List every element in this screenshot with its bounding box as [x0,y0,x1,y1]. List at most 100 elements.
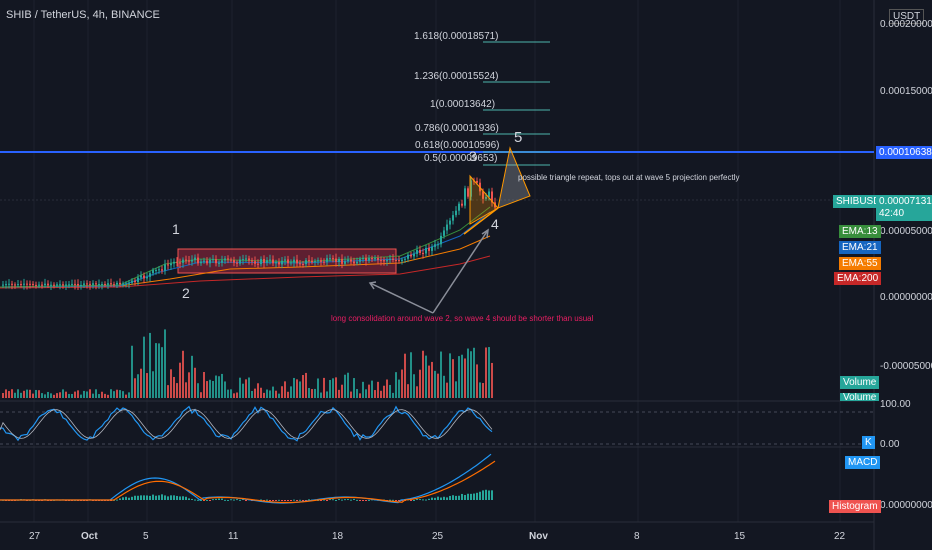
macd-hist-bar [299,499,301,501]
candle-body [395,259,397,261]
ema13-line [0,206,491,288]
macd-hist-bar [413,499,415,501]
candle-body [305,260,307,265]
volume-bar [194,367,196,398]
fib-label-1236: 1.236(0.00015524) [414,71,499,82]
volume-bar [101,391,103,398]
date-label-9: 22 [834,531,846,542]
macd-hist-bar [197,499,199,501]
wave-4-label: 4 [491,216,499,232]
volume-bar [395,372,397,398]
candle-body [248,258,250,261]
candle-body [119,282,121,285]
candle-body [224,258,226,261]
volume-bar [68,393,70,398]
consolidation-annotation[interactable]: long consolidation around wave 2, so wav… [331,314,594,323]
candle-body [50,284,52,286]
volume-bar [476,364,478,398]
candle-body [74,283,76,285]
macd-hist-bar [242,498,244,500]
volume-bar [290,386,292,398]
volume-bar [437,373,439,398]
volume-bar [302,375,304,398]
macd-hist-bar [167,496,169,500]
macd-hist-bar [410,500,412,501]
volume-bar [107,394,109,398]
date-label-5: 25 [432,531,444,542]
currency-label: USDT [889,9,925,24]
volume-bar [71,393,73,398]
macd-hist-bar [149,495,151,500]
candle-body [425,247,427,254]
triangle-projection[interactable] [469,174,499,225]
volume-bar [221,373,223,398]
candle-body [464,188,466,206]
macd-hist-bar [140,495,142,500]
volume-bar [128,392,130,398]
macd-hist-bar [293,499,295,501]
volume-bar [362,381,364,398]
candle-body [194,257,196,260]
macd-hist-bar [233,499,235,501]
candle-body [152,270,154,274]
macd-hist-bar [323,499,325,501]
macd-hist-bar [227,499,229,501]
price-label-3: 0.00005000 [880,226,932,237]
volume-bar [329,379,331,398]
volume-bar [344,374,346,398]
volume-bar [356,389,358,398]
stoch-k-line [0,405,493,442]
macd-hist-bar [353,498,355,500]
volume-bar [275,390,277,398]
histogram-tag: Histogram [829,500,881,513]
volume-bar [152,371,154,398]
candle-body [452,215,454,221]
volume-bar [272,386,274,398]
candle-body [227,258,229,260]
candle-body [233,260,235,263]
volume-bar [326,391,328,398]
candle-body [287,259,289,264]
volume-bar [62,389,64,398]
volume-bar [218,376,220,398]
candle-body [83,283,85,285]
candle-body [278,262,280,265]
volume-bar [212,380,214,398]
wave5-projection-triangle[interactable] [497,146,531,209]
last-price-tag: 0.00007131 42:40 [876,195,932,221]
candle-body [338,258,340,262]
macd-hist-bar [335,499,337,501]
candle-body [461,203,463,206]
volume-bar [38,390,40,398]
macd-hist-bar [425,499,427,501]
ema55-tag: EMA:55 [839,257,881,270]
candle-body [443,230,445,236]
volume-bar [173,376,175,398]
volume-bar [353,378,355,398]
date-label-1: Oct [81,531,98,542]
ema55-line [0,235,491,288]
candle-body [221,260,223,263]
candle-body [299,263,301,265]
volume-bar [470,351,472,398]
candle-body [323,261,325,263]
macd-hist-bar [428,498,430,500]
macd-hist-bar [152,494,154,500]
candle-body [260,258,262,265]
signal-line [0,460,496,504]
candle-body [326,258,328,263]
volume-bar [293,377,295,398]
volume-bar [164,329,166,398]
candle-body [200,261,202,264]
volume-bar [455,381,457,398]
macd-hist-bar [161,494,163,500]
macd-hist-bar [344,499,346,501]
candle-body [104,284,106,286]
candle-body [209,259,211,264]
triangle-annotation[interactable]: possible triangle repeat, tops out at wa… [518,173,740,182]
volume-bar [359,393,361,398]
volume-bar [488,347,490,398]
macd-hist-bar [194,499,196,501]
volume-bar [29,389,31,398]
